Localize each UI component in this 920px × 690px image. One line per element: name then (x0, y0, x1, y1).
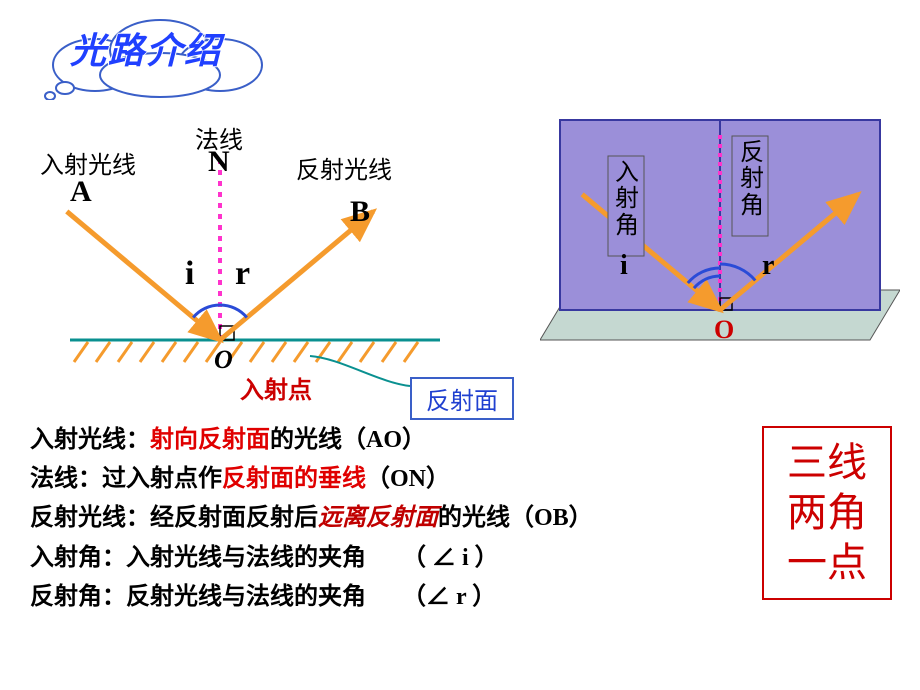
normal-letter-N: N (208, 145, 230, 179)
incident-letter-A: A (70, 175, 92, 209)
r-incident-angle-text: 入射角 (615, 160, 639, 239)
d1-hl: 射向反射面 (150, 427, 270, 453)
summary-box: 三线 两角 一点 (762, 426, 892, 600)
d2-post: （ON） (366, 466, 450, 492)
def-reflected-angle: 反射角：反射光线与法线的夹角 （∠ r ） (30, 579, 650, 616)
summary-line-3: 一点 (772, 538, 882, 588)
def-incident-angle: 入射角：入射光线与法线的夹角 （ ∠ i ） (30, 540, 650, 577)
definitions-block: 入射光线：射向反射面的光线（AO） 法线：过入射点作反射面的垂线（ON） 反射光… (30, 420, 650, 618)
d1-post: 的光线（AO） (270, 427, 426, 453)
summary-line-2: 两角 (772, 488, 882, 538)
d2-pre: 法线：过入射点作 (30, 466, 222, 492)
def-incident-ray: 入射光线：射向反射面的光线（AO） (30, 422, 650, 459)
angle-i: i (185, 255, 194, 293)
d2-hl: 反射面的垂线 (222, 466, 366, 492)
reflected-letter-B: B (350, 195, 370, 229)
diagram-right: 入射角 i 反射角 r O (540, 110, 900, 370)
def-normal: 法线：过入射点作反射面的垂线（ON） (30, 461, 650, 498)
d3-pre: 反射光线：经反射面反射后 (30, 505, 318, 531)
origin-O-left: O (214, 345, 233, 375)
r-i: i (620, 250, 628, 282)
d1-pre: 入射光线： (30, 427, 150, 453)
callout-connector (300, 348, 420, 393)
d3-hl: 远离反射面 (318, 505, 438, 531)
r-reflected-angle-label: 反射角 (740, 140, 764, 219)
r-O: O (714, 315, 734, 345)
reflecting-surface-text: 反射面 (426, 389, 498, 415)
r-r: r (762, 250, 774, 282)
title-text: 光路介绍 (70, 22, 222, 74)
angle-r: r (235, 255, 250, 293)
reflecting-surface-callout: 反射面 (410, 377, 514, 420)
r-reflected-angle-text: 反射角 (740, 140, 764, 219)
summary-line-1: 三线 (772, 438, 882, 488)
r-incident-angle-label: 入射角 (615, 160, 639, 239)
d3-post: 的光线（OB） (438, 505, 593, 531)
reflected-ray-name: 反射光线 (296, 150, 392, 185)
def-reflected-ray: 反射光线：经反射面反射后远离反射面的光线（OB） (30, 500, 650, 537)
